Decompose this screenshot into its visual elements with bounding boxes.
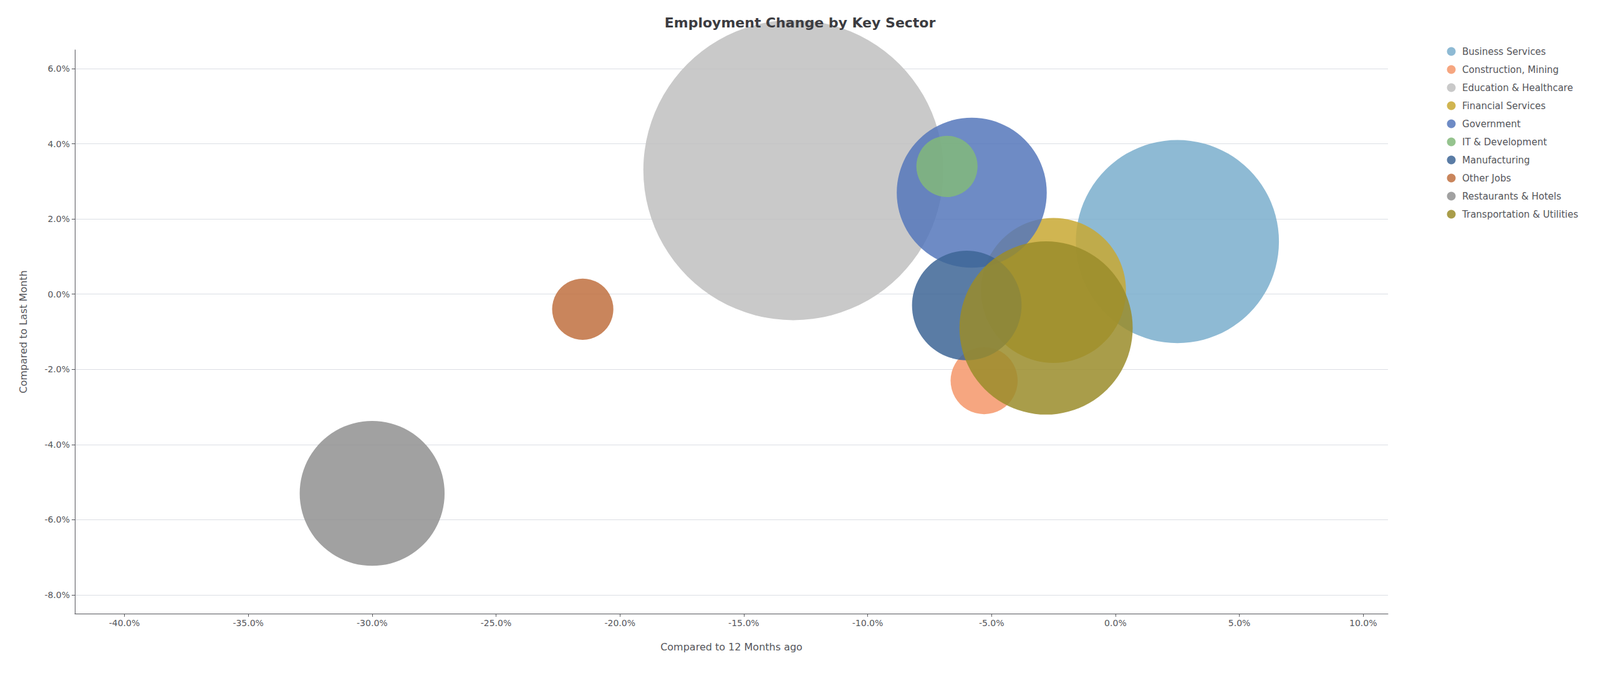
svg-text:-20.0%: -20.0% [604, 617, 636, 628]
svg-text:-15.0%: -15.0% [728, 617, 760, 628]
svg-text:Other Jobs: Other Jobs [1462, 172, 1511, 184]
svg-text:2.0%: 2.0% [47, 213, 70, 224]
svg-text:Compared to 12 Months ago: Compared to 12 Months ago [660, 640, 803, 653]
svg-text:0.0%: 0.0% [1104, 617, 1127, 628]
svg-text:IT & Development: IT & Development [1462, 136, 1547, 148]
svg-text:10.0%: 10.0% [1349, 617, 1377, 628]
svg-text:-8.0%: -8.0% [44, 589, 70, 600]
svg-text:Employment Change by Key Secto: Employment Change by Key Sector [664, 14, 936, 31]
svg-text:5.0%: 5.0% [1228, 617, 1251, 628]
svg-text:Transportation & Utilities: Transportation & Utilities [1461, 208, 1579, 221]
svg-text:-10.0%: -10.0% [852, 617, 884, 628]
svg-text:4.0%: 4.0% [47, 139, 70, 150]
svg-text:-4.0%: -4.0% [44, 439, 70, 450]
svg-text:Financial Services: Financial Services [1462, 100, 1546, 112]
svg-text:6.0%: 6.0% [47, 63, 70, 74]
svg-text:-25.0%: -25.0% [480, 617, 512, 628]
svg-text:Construction, Mining: Construction, Mining [1462, 64, 1559, 76]
svg-text:Restaurants & Hotels: Restaurants & Hotels [1462, 190, 1562, 203]
svg-text:Government: Government [1462, 118, 1521, 130]
svg-text:Education & Healthcare: Education & Healthcare [1462, 82, 1574, 94]
svg-text:Business Services: Business Services [1462, 46, 1546, 58]
svg-text:0.0%: 0.0% [47, 289, 70, 300]
svg-text:-40.0%: -40.0% [109, 617, 141, 628]
svg-text:Manufacturing: Manufacturing [1462, 154, 1531, 166]
svg-text:-5.0%: -5.0% [978, 617, 1005, 628]
svg-text:-35.0%: -35.0% [232, 617, 264, 628]
svg-text:Compared to Last Month: Compared to Last Month [17, 269, 30, 394]
svg-text:-6.0%: -6.0% [44, 514, 70, 525]
svg-text:-30.0%: -30.0% [356, 617, 388, 628]
svg-text:-2.0%: -2.0% [44, 364, 70, 375]
